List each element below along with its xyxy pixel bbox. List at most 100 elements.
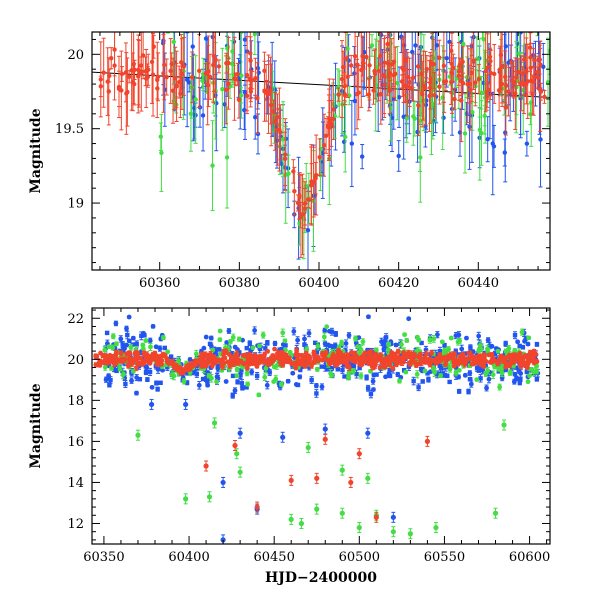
data-point xyxy=(399,34,404,39)
data-point xyxy=(470,109,475,115)
data-point xyxy=(298,367,303,372)
data-point xyxy=(253,114,258,120)
data-point xyxy=(524,68,529,74)
data-point xyxy=(484,93,490,98)
data-point xyxy=(483,69,488,74)
data-point xyxy=(313,340,318,346)
data-point xyxy=(293,382,299,387)
data-point xyxy=(456,73,462,79)
data-point xyxy=(434,332,440,338)
data-point xyxy=(346,332,352,338)
data-point xyxy=(134,390,139,396)
data-point xyxy=(297,193,302,198)
data-point xyxy=(525,379,531,385)
data-point xyxy=(415,64,421,69)
data-point xyxy=(491,144,497,149)
data-point xyxy=(477,127,483,133)
data-point xyxy=(325,342,331,348)
data-point xyxy=(342,374,347,379)
data-point xyxy=(365,386,371,391)
data-point xyxy=(327,328,332,334)
data-point xyxy=(474,366,480,371)
data-point xyxy=(195,363,200,369)
data-point xyxy=(242,107,247,113)
data-point xyxy=(496,88,502,93)
y-tick-label: 20 xyxy=(67,48,84,63)
data-point xyxy=(542,94,547,100)
data-point xyxy=(502,150,507,155)
data-point xyxy=(231,72,237,78)
data-point xyxy=(503,130,508,135)
data-point xyxy=(536,9,540,13)
data-point xyxy=(126,74,132,79)
top-y-axis-title: Magnitude xyxy=(28,108,44,193)
data-point xyxy=(215,363,220,368)
data-point xyxy=(385,347,391,353)
data-point xyxy=(503,341,508,347)
data-point xyxy=(378,91,384,97)
data-point xyxy=(405,74,411,80)
data-point xyxy=(476,77,482,82)
data-point xyxy=(255,95,260,101)
data-point xyxy=(387,70,392,76)
data-point xyxy=(410,49,415,55)
data-point xyxy=(349,141,355,146)
data-point xyxy=(368,391,374,397)
data-point xyxy=(351,362,357,368)
data-point xyxy=(161,71,166,76)
data-point xyxy=(397,378,402,384)
data-point xyxy=(132,81,137,87)
data-point xyxy=(467,124,472,129)
data-point xyxy=(465,82,470,87)
data-point xyxy=(330,345,336,350)
data-point xyxy=(317,154,322,160)
data-point xyxy=(295,337,301,343)
data-point xyxy=(511,379,517,385)
data-point xyxy=(456,367,462,373)
data-point xyxy=(513,365,519,370)
top-panel: 60360 60380 60400 60420 60440 19 19.5 20 Magnit… xyxy=(28,9,551,291)
data-point xyxy=(499,81,505,87)
data-point xyxy=(440,371,445,376)
data-point xyxy=(328,371,334,376)
data-point xyxy=(403,369,409,375)
data-point xyxy=(208,335,214,341)
data-point xyxy=(507,370,513,376)
data-point xyxy=(232,344,238,350)
data-point xyxy=(497,67,503,72)
data-point xyxy=(421,83,426,88)
data-point xyxy=(522,338,527,344)
data-point xyxy=(439,339,445,345)
data-point xyxy=(179,71,185,77)
data-point xyxy=(402,332,407,338)
data-point xyxy=(206,373,212,379)
data-point xyxy=(456,389,462,394)
top-panel-data xyxy=(92,9,550,270)
data-point xyxy=(197,68,202,74)
data-point xyxy=(139,350,144,355)
data-point xyxy=(275,114,280,120)
data-point xyxy=(471,16,475,20)
data-point xyxy=(330,116,336,122)
data-point xyxy=(371,387,376,392)
data-point xyxy=(154,380,159,386)
data-point xyxy=(189,75,195,80)
data-point xyxy=(187,357,193,362)
data-point xyxy=(416,385,421,390)
data-point xyxy=(354,371,359,377)
data-point xyxy=(118,336,124,342)
data-point xyxy=(165,365,170,370)
data-point xyxy=(139,69,144,74)
data-point xyxy=(234,373,240,379)
data-point xyxy=(162,62,167,68)
data-point xyxy=(322,328,328,333)
data-point xyxy=(147,369,153,375)
data-point xyxy=(411,378,416,384)
data-point xyxy=(230,352,235,357)
data-point xyxy=(462,131,468,136)
data-point xyxy=(249,369,255,375)
data-point xyxy=(130,368,136,374)
data-point xyxy=(305,197,311,202)
data-point xyxy=(214,379,220,385)
